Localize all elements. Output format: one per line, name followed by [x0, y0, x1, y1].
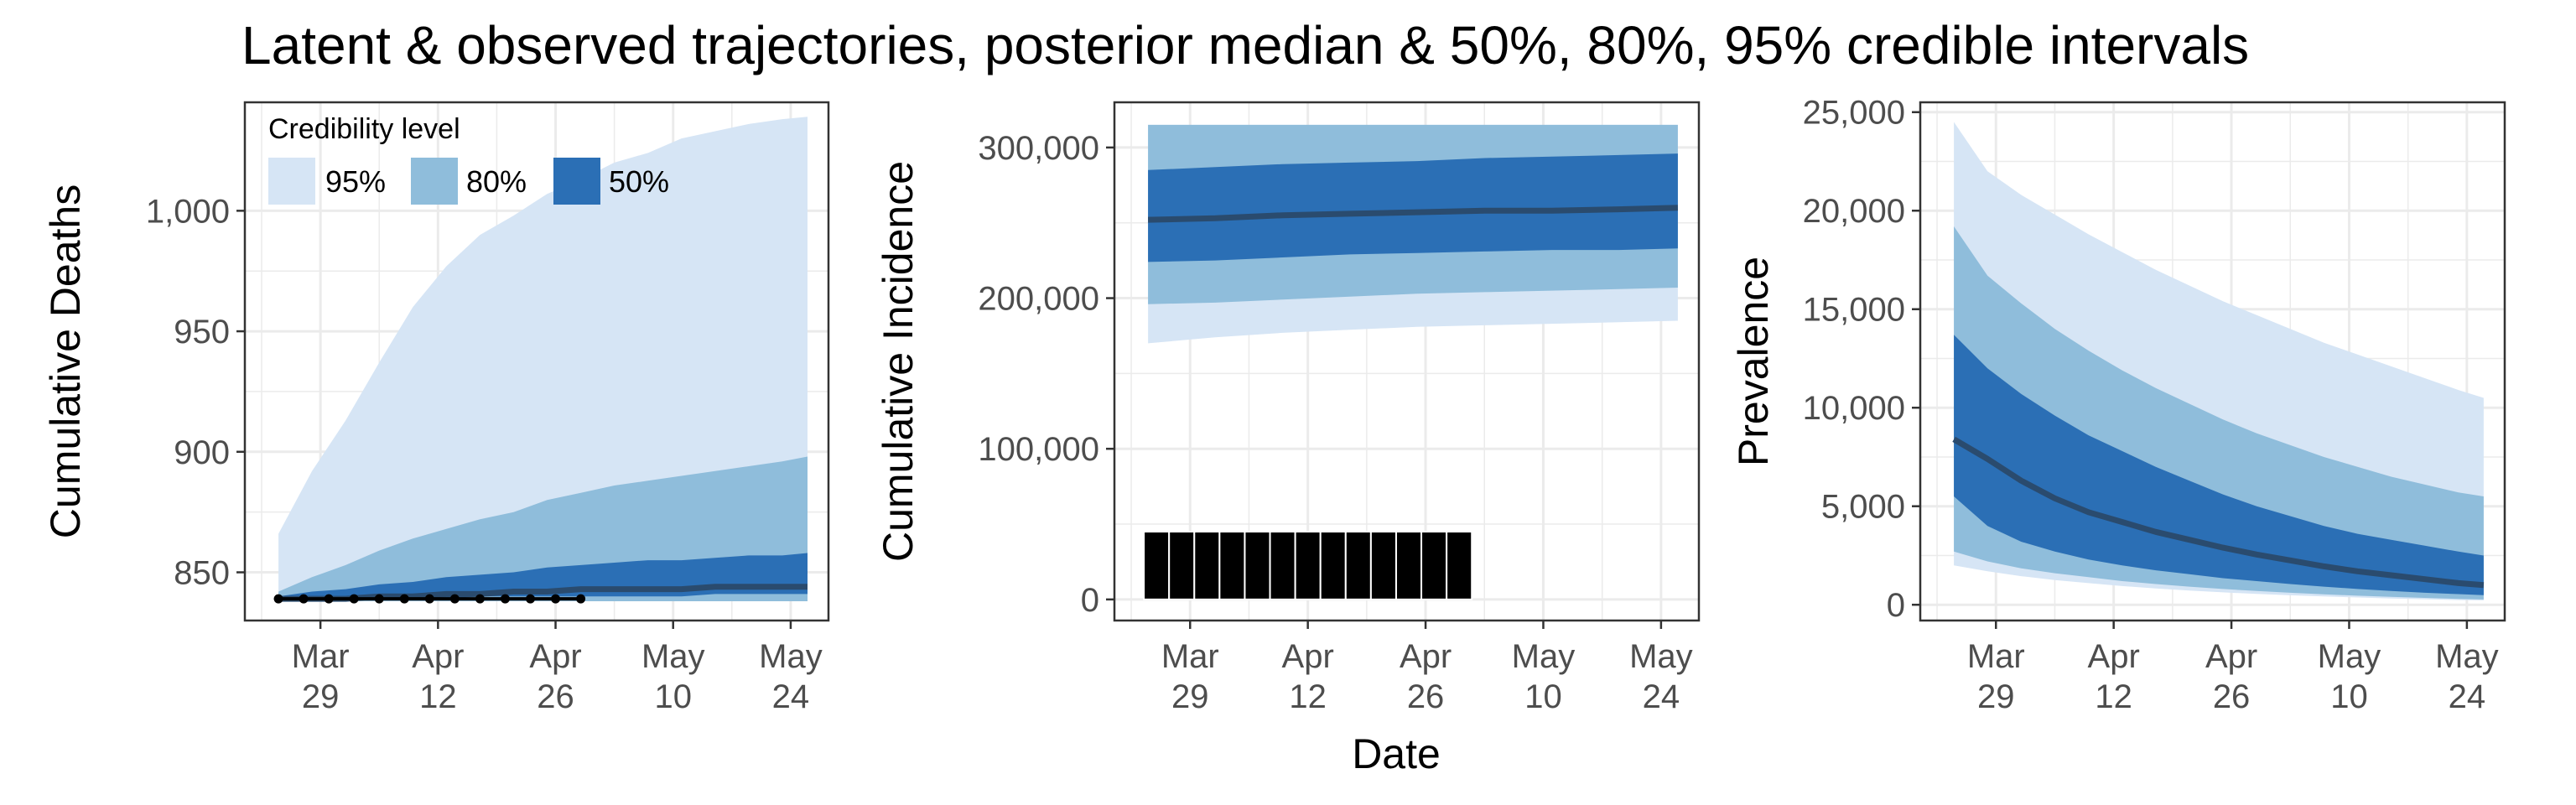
x-tick-label: 12: [419, 678, 457, 715]
y-tick-label: 0: [1887, 587, 1905, 624]
band-50: [1148, 153, 1678, 262]
panel-border: [1113, 101, 1701, 622]
observed-bar: [1394, 531, 1423, 600]
x-tick-label: 10: [2330, 678, 2368, 715]
band-50: [1954, 335, 2484, 595]
observed-point: [324, 594, 334, 604]
observed-point: [576, 594, 586, 604]
legend-title: Credibility level: [268, 113, 460, 145]
observed-bar: [1168, 531, 1196, 600]
x-tick-label: 29: [302, 678, 340, 715]
y-tick-label: 850: [174, 555, 230, 592]
observed-point: [299, 594, 309, 604]
figure-title: Latent & observed trajectories, posterio…: [242, 15, 2249, 75]
legend-label: 80%: [466, 164, 527, 199]
x-tick-label: Apr: [2205, 638, 2257, 675]
observed-point: [374, 594, 384, 604]
legend-label: 50%: [609, 164, 669, 199]
y-tick-label: 100,000: [978, 431, 1099, 468]
observed-bar: [1446, 531, 1473, 600]
observed-point: [399, 594, 409, 604]
x-tick-label: 26: [537, 678, 574, 715]
y-tick-label: 300,000: [978, 130, 1099, 167]
x-axis-label: Date: [1352, 730, 1441, 777]
x-tick-label: May: [2435, 638, 2499, 675]
y-tick-label: 20,000: [1803, 193, 1905, 230]
x-tick-label: Mar: [1967, 638, 2025, 675]
x-tick-label: May: [1629, 638, 1693, 675]
y-tick-label: 10,000: [1803, 390, 1905, 427]
panel-cumulative-deaths: Mar29Apr12Apr26May10May248509009501,000C…: [42, 101, 830, 715]
y-tick-label: 0: [1081, 582, 1099, 619]
x-tick-label: Apr: [412, 638, 464, 675]
observed-point: [500, 594, 510, 604]
legend-key-95: [268, 158, 315, 205]
observed-point: [273, 594, 283, 604]
x-tick-label: Mar: [292, 638, 350, 675]
x-tick-label: May: [1512, 638, 1576, 675]
observed-bar: [1420, 531, 1448, 600]
x-tick-label: Mar: [1161, 638, 1219, 675]
x-tick-label: 26: [1407, 678, 1445, 715]
observed-point: [551, 594, 561, 604]
median-line: [1148, 205, 1678, 223]
y-tick-label: 5,000: [1821, 489, 1905, 526]
legend-key-80: [411, 158, 458, 205]
y-axis-label: Prevalence: [1730, 257, 1777, 466]
x-tick-label: Apr: [2088, 638, 2140, 675]
legend-key-50: [553, 158, 600, 205]
y-tick-label: 900: [174, 434, 230, 471]
observed-bar: [1244, 531, 1271, 600]
x-tick-label: Apr: [529, 638, 581, 675]
observed-point: [475, 594, 485, 604]
observed-bar: [1319, 531, 1347, 600]
x-tick-label: 12: [1289, 678, 1327, 715]
x-tick-label: 12: [2095, 678, 2132, 715]
y-tick-label: 1,000: [146, 193, 230, 230]
observed-point: [525, 594, 535, 604]
x-tick-label: 29: [1171, 678, 1209, 715]
panel-border: [1919, 101, 2506, 622]
x-tick-label: 29: [1977, 678, 2015, 715]
x-tick-label: May: [2318, 638, 2381, 675]
x-tick-label: 10: [1524, 678, 1562, 715]
observed-point: [449, 594, 460, 604]
observed-point: [424, 594, 434, 604]
y-tick-label: 25,000: [1803, 95, 1905, 132]
x-tick-label: 24: [2449, 678, 2486, 715]
x-tick-label: 24: [1643, 678, 1680, 715]
y-tick-label: 200,000: [978, 281, 1099, 318]
observed-bar: [1143, 531, 1171, 600]
y-tick-label: 15,000: [1803, 292, 1905, 329]
observed-bar: [1193, 531, 1221, 600]
observed-bar: [1344, 531, 1372, 600]
panel-border: [243, 101, 830, 622]
x-tick-label: 10: [654, 678, 692, 715]
y-tick-label: 950: [174, 314, 230, 351]
y-axis-label: Cumulative Incidence: [875, 161, 922, 562]
median-line: [1952, 436, 2485, 589]
legend-label: 95%: [325, 164, 386, 199]
x-tick-label: May: [641, 638, 705, 675]
x-tick-label: Apr: [1400, 638, 1452, 675]
y-axis-label: Cumulative Deaths: [42, 184, 89, 538]
x-tick-label: Apr: [1282, 638, 1334, 675]
observed-point: [349, 594, 359, 604]
observed-bar: [1218, 531, 1246, 600]
x-tick-label: 26: [2213, 678, 2251, 715]
legend: Credibility level 95% 80% 50%: [268, 113, 669, 205]
observed-bar: [1294, 531, 1322, 600]
observed-bar: [1269, 531, 1296, 600]
panel-cumulative-incidence: Mar29Apr12Apr26May10May240100,000200,000…: [875, 101, 1701, 715]
panel-prevalence: Mar29Apr12Apr26May10May2405,00010,00015,…: [1730, 95, 2506, 715]
x-tick-label: May: [759, 638, 823, 675]
x-tick-label: 24: [772, 678, 810, 715]
observed-bar: [1369, 531, 1397, 600]
